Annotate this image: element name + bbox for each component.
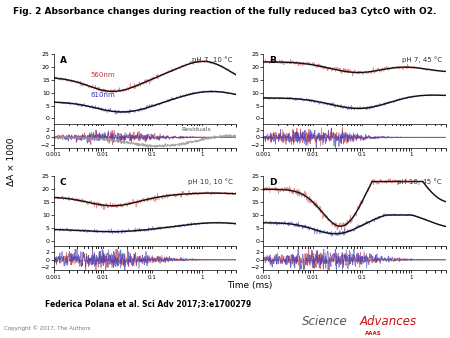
Text: Residuals: Residuals [181,127,211,132]
Text: 610nm: 610nm [90,92,115,98]
Text: Federica Polana et al. Sci Adv 2017;3:e1700279: Federica Polana et al. Sci Adv 2017;3:e1… [45,299,251,308]
Text: pH 7, 45 °C: pH 7, 45 °C [402,56,442,63]
Text: D: D [269,178,276,188]
Text: pH 7, 10 °C: pH 7, 10 °C [192,56,233,63]
Text: ΔA × 1000: ΔA × 1000 [7,138,16,187]
Text: Science: Science [302,315,347,328]
Text: Copyright © 2017, The Authors: Copyright © 2017, The Authors [4,325,91,331]
Text: B: B [269,56,276,65]
Text: 560nm: 560nm [90,72,115,78]
Text: Fig. 2 Absorbance changes during reaction of the fully reduced ba3 CytcO with O2: Fig. 2 Absorbance changes during reactio… [14,7,436,16]
Text: C: C [59,178,66,188]
Text: AAAS: AAAS [364,331,381,336]
Text: Time (ms): Time (ms) [227,281,272,290]
Text: pH 10, 10 °C: pH 10, 10 °C [188,178,233,185]
Text: Advances: Advances [360,315,417,328]
Text: pH 10, 45 °C: pH 10, 45 °C [397,178,442,185]
Text: A: A [59,56,67,65]
